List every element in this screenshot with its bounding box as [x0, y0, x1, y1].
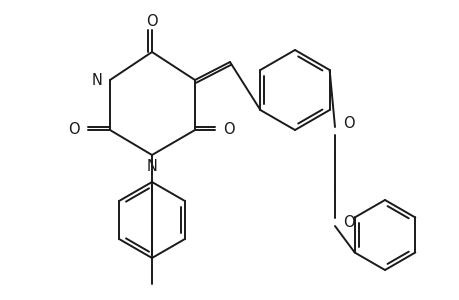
Text: O: O [146, 14, 157, 28]
Text: O: O [342, 116, 354, 131]
Text: N: N [146, 159, 157, 174]
Text: O: O [68, 122, 80, 137]
Text: O: O [342, 215, 354, 230]
Text: O: O [223, 122, 234, 137]
Text: N: N [92, 73, 103, 88]
